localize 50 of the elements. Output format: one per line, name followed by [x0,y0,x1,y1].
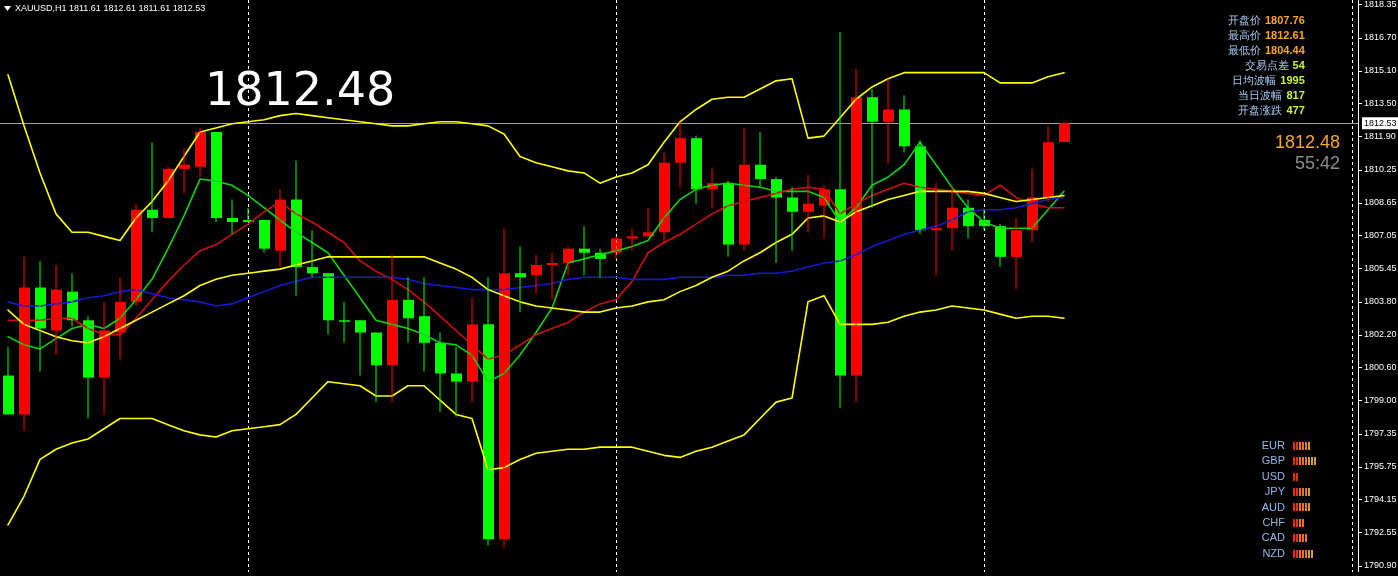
text: CHF [1261,515,1285,531]
ref-line-label: 1812.53 [1364,117,1397,128]
y-tick-label: 1799.00 [1364,394,1397,405]
y-tick-label: 1803.80 [1364,296,1397,307]
text: 当日波幅 817 [1238,88,1305,103]
candlestick [867,89,878,208]
text: AUD [1260,499,1285,515]
y-tick-label: 1792.55 [1364,526,1397,537]
annotation: 1812.48 [205,62,396,116]
candlestick [259,220,270,253]
y-tick-label: 1810.25 [1364,164,1397,175]
text: EUR [1260,438,1285,453]
y-tick-label: 1818.35 [1364,0,1397,9]
candlestick [1011,217,1022,290]
candlestick [1043,125,1054,202]
text: JPY [1263,484,1285,500]
candlestick [1059,121,1070,143]
y-tick-label: 1802.20 [1364,329,1397,340]
candlestick [451,346,462,417]
text: CAD [1260,530,1285,546]
y-tick-label: 1813.50 [1364,97,1397,108]
y-tick-label: 1805.45 [1364,262,1397,273]
text: 开盘价 1807.76 [1228,13,1305,28]
y-tick-label: 1807.05 [1364,229,1397,240]
text: GBP [1260,453,1285,469]
y-tick-label: 1790.90 [1364,560,1397,571]
y-tick-label: 1800.60 [1364,361,1397,372]
candlestick [883,78,894,165]
text: 日均波幅 1995 [1232,73,1305,88]
y-tick-label: 1811.90 [1364,130,1396,141]
chart-title: XAUUSD,H1 1811.61 1812.61 1811.61 1812.53 [15,3,206,13]
text: 1812.48 [1273,132,1340,153]
candlestick [899,95,910,153]
candlestick [339,301,350,343]
candlestick [675,121,686,188]
text: 交易点差 54 [1244,58,1305,73]
text: 最低价 1804.44 [1228,43,1305,58]
y-tick-label: 1797.35 [1364,428,1397,439]
text: 最高价 1812.61 [1228,28,1305,43]
candlestick [355,320,366,376]
y-tick-label: 1808.65 [1364,197,1397,208]
candlestick [787,187,798,251]
y-tick-label: 1816.70 [1364,32,1397,43]
text: 开盘涨跌 477 [1238,103,1305,118]
y-tick-label: 1794.15 [1364,493,1397,504]
y-tick-label: 1815.10 [1364,65,1397,76]
y-tick-label: 1795.75 [1364,461,1397,472]
text: NZD [1261,545,1285,561]
text: 55:42 [1293,153,1340,174]
text: USD [1260,468,1285,484]
